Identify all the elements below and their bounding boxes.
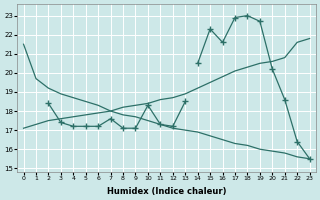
X-axis label: Humidex (Indice chaleur): Humidex (Indice chaleur)	[107, 187, 226, 196]
